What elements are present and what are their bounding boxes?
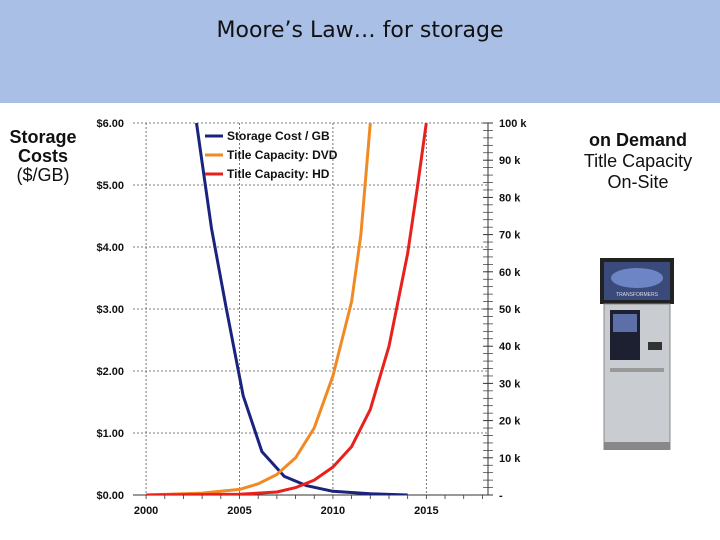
y-right-tick-label: - <box>499 490 503 502</box>
y-left-tick-label: $0.00 <box>96 490 124 502</box>
y-right-tick-label: 30 k <box>499 378 521 390</box>
kiosk-disc-slot <box>610 368 664 372</box>
slide-title: Moore’s Law… for storage <box>216 18 504 43</box>
right-axis-label-line2: Title Capacity <box>583 151 693 171</box>
y-left-tick-label: $4.00 <box>96 242 124 254</box>
right-axis-label: on Demand Title Capacity On-Site <box>556 130 720 193</box>
series-line <box>146 123 428 495</box>
y-left-tick-label: $3.00 <box>96 304 124 316</box>
y-right-tick-label: 100 k <box>499 118 527 130</box>
y-left-tick-label: $5.00 <box>96 180 124 192</box>
y-left-tick-label: $6.00 <box>96 118 124 130</box>
x-tick-label: 2005 <box>227 505 251 517</box>
y-right-tick-label: 90 k <box>499 155 521 167</box>
series-line <box>195 123 408 495</box>
x-tick-label: 2000 <box>134 505 158 517</box>
left-axis-label-line2: Costs <box>17 146 68 166</box>
legend-label: Storage Cost / GB <box>227 129 330 143</box>
kiosk-touchscreen-display <box>613 314 637 332</box>
y-right-tick-label: 80 k <box>499 192 521 204</box>
kiosk-image: TRANSFORMERS <box>600 258 674 450</box>
kiosk-card-slot <box>648 342 662 350</box>
legend-label: Title Capacity: HD <box>227 167 330 181</box>
y-right-tick-label: 40 k <box>499 341 521 353</box>
left-axis-label-line1: Storage <box>9 127 77 147</box>
title-bar <box>0 0 720 103</box>
kiosk-screen-glow <box>611 268 663 288</box>
y-left-tick-label: $1.00 <box>96 428 124 440</box>
left-axis-label-line3: ($/GB) <box>16 165 70 185</box>
y-left-tick-label: $2.00 <box>96 366 124 378</box>
series-line <box>146 123 372 495</box>
right-axis-label-line3: On-Site <box>607 172 669 192</box>
y-right-tick-label: 10 k <box>499 453 521 465</box>
x-tick-label: 2010 <box>321 505 345 517</box>
y-right-tick-label: 50 k <box>499 304 521 316</box>
y-right-tick-label: 70 k <box>499 230 521 242</box>
storage-chart: $0.00 $1.00 $2.00 $3.00 $4.00 $5.00 $6.00 2000 2… <box>96 118 527 517</box>
kiosk-screen-text: TRANSFORMERS <box>616 292 659 298</box>
y-right-tick-label: 60 k <box>499 267 521 279</box>
y-right-tick-label: 20 k <box>499 416 521 428</box>
legend-label: Title Capacity: DVD <box>227 148 338 162</box>
left-axis-label: Storage Costs ($/GB) <box>0 128 86 185</box>
kiosk-base <box>604 442 670 450</box>
x-tick-label: 2015 <box>414 505 438 517</box>
right-axis-label-line1: on Demand <box>588 130 687 150</box>
